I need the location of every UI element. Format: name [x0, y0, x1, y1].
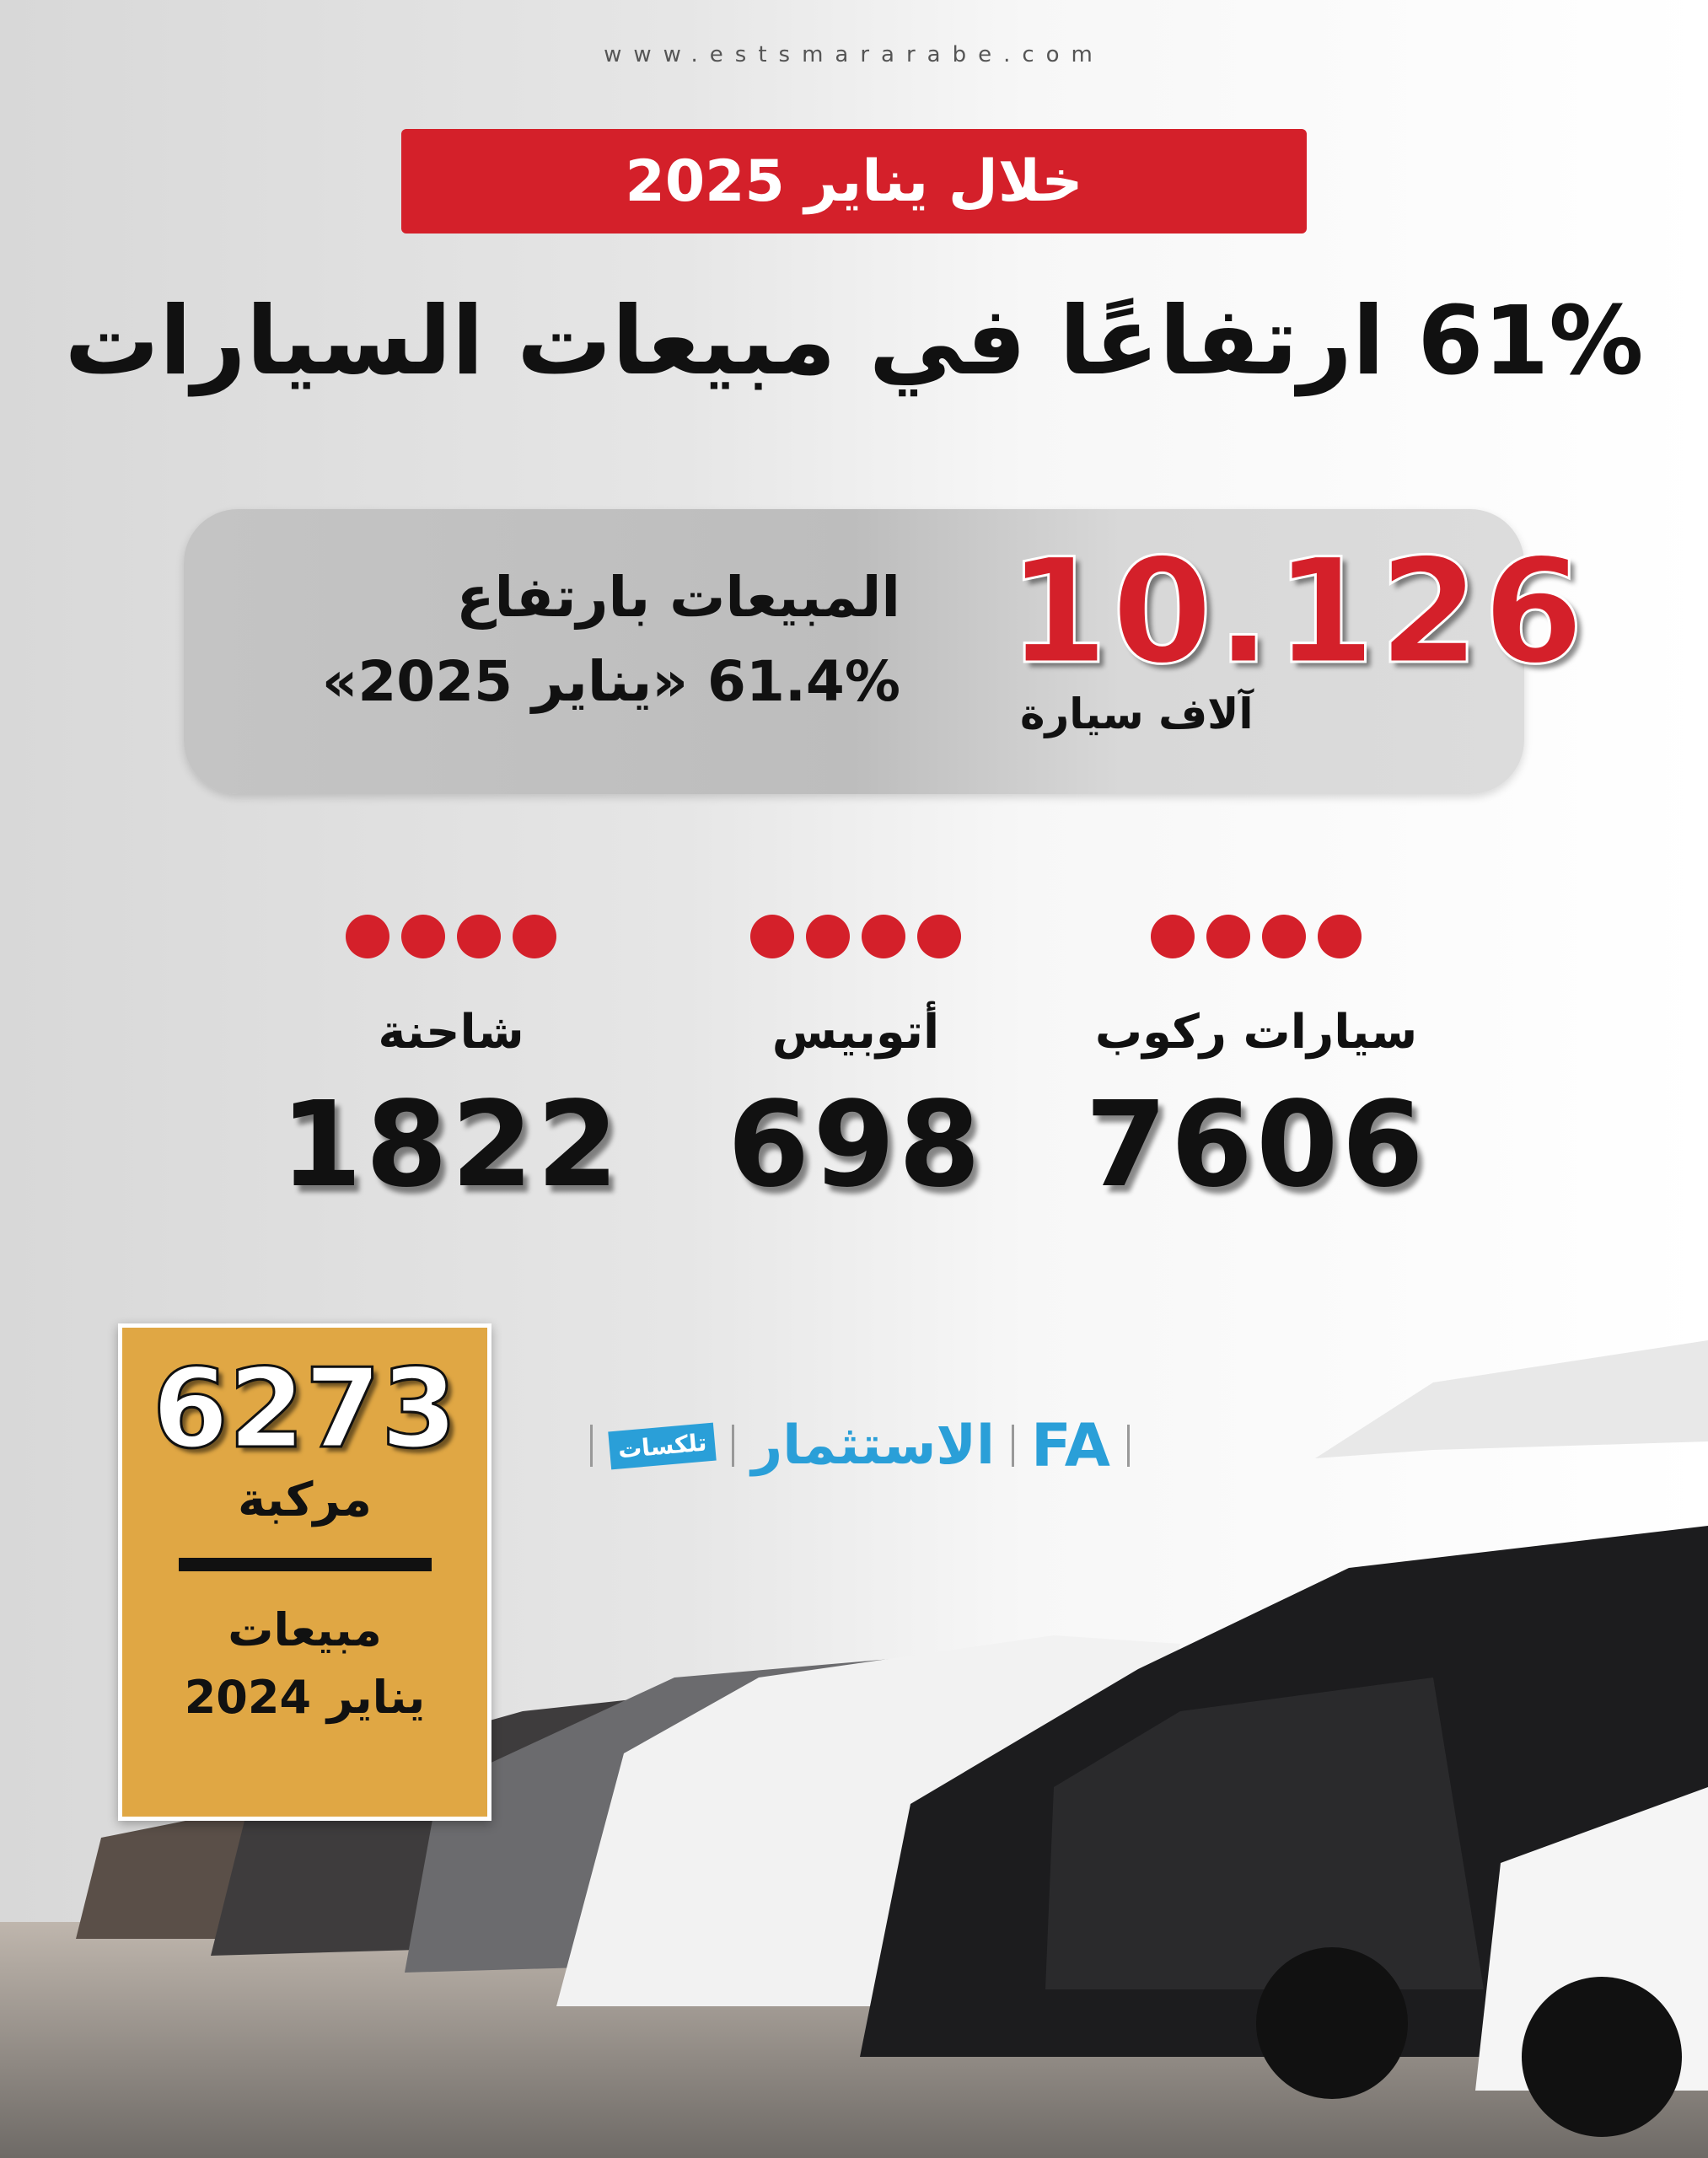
- category-bus: أتوبيس 698: [636, 915, 1075, 1214]
- previous-label-line2: يناير 2024: [184, 1671, 426, 1724]
- alestethmar-logo: الاستثمار: [751, 1415, 995, 1477]
- cars-photo: [0, 1340, 1708, 2158]
- growth-text-line2: 61.4% «يناير 2025»: [321, 649, 900, 714]
- category-value: 7606: [1085, 1076, 1427, 1214]
- dots-decoration: [636, 915, 1075, 958]
- dots-decoration: [1037, 915, 1475, 958]
- previous-sales-value: 6273: [151, 1344, 459, 1474]
- category-value: 1822: [280, 1076, 622, 1214]
- previous-year-box: 6273 مركبة مبيعات يناير 2024: [118, 1323, 491, 1821]
- growth-text-line1: المبيعات بارتفاع: [456, 565, 900, 630]
- fa-logo: FA: [1031, 1411, 1110, 1480]
- total-sales-value: 10.126: [1007, 526, 1587, 698]
- divider: [178, 1558, 432, 1571]
- category-label: سيارات ركوب: [1094, 1005, 1418, 1060]
- total-sales-unit: آلاف سيارة: [1020, 690, 1254, 738]
- publisher-logos: تلكسات الاستثمار FA: [590, 1399, 1130, 1492]
- category-truck: شاحنة 1822: [232, 915, 670, 1214]
- category-label: شاحنة: [378, 1005, 524, 1060]
- category-value: 698: [727, 1076, 985, 1214]
- category-label: أتوبيس: [771, 1005, 940, 1060]
- category-passenger: سيارات ركوب 7606: [1037, 915, 1475, 1214]
- page-title: 61% ارتفاعًا في مبيعات السيارات: [64, 287, 1644, 396]
- site-url: www.estsmararabe.com: [604, 42, 1104, 67]
- dots-decoration: [232, 915, 670, 958]
- previous-sales-unit: مركبة: [238, 1473, 372, 1527]
- date-banner: خلال يناير 2025: [401, 129, 1307, 234]
- total-sales-box: [184, 509, 1524, 794]
- previous-label-line1: مبيعات: [228, 1603, 382, 1656]
- telexat-logo: تلكسات: [608, 1422, 717, 1469]
